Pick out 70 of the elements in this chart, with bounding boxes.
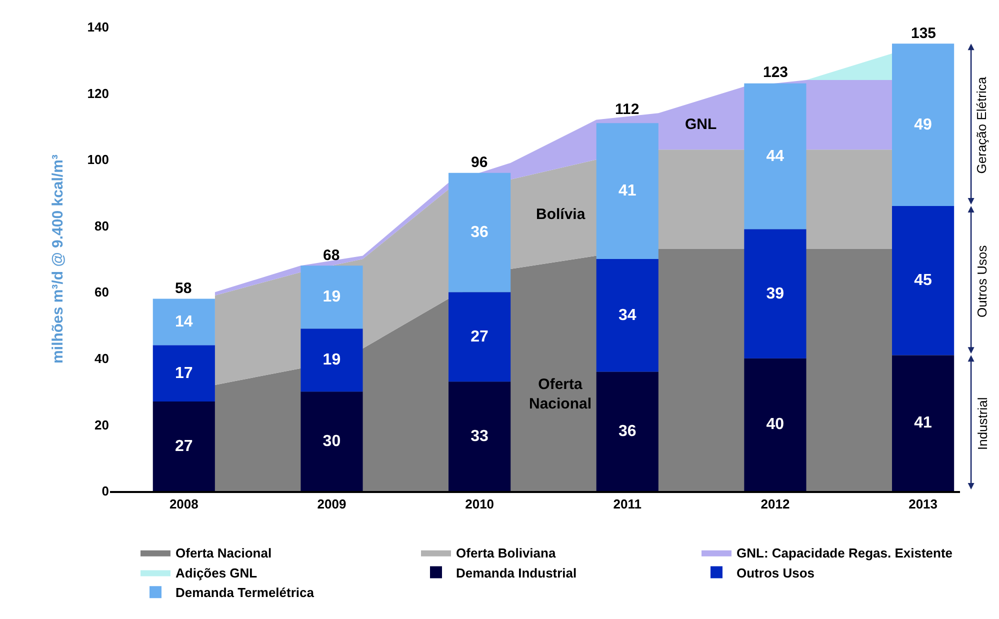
x-tick-label: 2008 [169,496,198,512]
bar [448,292,511,382]
y-tick-label: 140 [87,20,109,35]
data-label: 44 [766,148,784,165]
data-label: 36 [470,224,489,241]
legend-label: Demanda Industrial [456,565,577,580]
x-tick-label: 2013 [908,496,938,512]
annotation: GNL [685,116,717,133]
bar [744,358,806,491]
bar [152,402,215,491]
data-label: 14 [174,313,193,330]
annotation: 96 [471,154,488,171]
text: Geração Elétrica [974,76,990,174]
data-label: 45 [914,272,932,290]
bar [448,382,511,491]
data-label: 19 [322,288,341,306]
y-tick-label: 80 [94,218,109,234]
data-label: 39 [766,285,784,302]
data-label: 41 [618,182,636,200]
bar [596,372,658,491]
legend-label: GNL: Capacidade Regas. Existente [736,545,953,560]
data-label: 17 [174,364,193,382]
text: Outros Usos [974,244,990,318]
bar [300,266,363,329]
data-label: 27 [174,438,193,455]
bar [596,259,658,372]
legend-label: Oferta Boliviana [456,545,556,560]
annotation: 58 [175,280,192,297]
annotation: Oferta Nacional [529,376,592,412]
data-label: 49 [914,116,932,134]
bar [300,392,363,491]
x-tick-label: 2012 [760,496,790,512]
bar [892,44,954,206]
y-tick-label: 120 [87,86,109,101]
data-label: 27 [470,328,489,346]
bar [448,172,511,292]
legend-label: Adições GNL [176,565,258,580]
data-label: 36 [618,422,636,440]
bar [892,206,954,356]
bar [300,328,363,392]
y-tick-label: 40 [94,350,109,366]
legend-label: Demanda Termelétrica [176,585,315,600]
legend-label: Outros Usos [736,565,815,580]
bar [892,355,954,491]
data-label: 40 [766,416,784,434]
x-tick-label: 2010 [465,496,494,512]
bar [596,123,658,259]
annotation: 135 [911,25,936,42]
y-axis-title: milhões m³/d @ 9.400 kcal/m³ [50,154,67,364]
data-label: 33 [470,428,489,445]
legend-label: Oferta Nacional [176,545,272,560]
x-tick-label: 2009 [317,496,346,512]
bar [744,83,806,230]
bar [152,345,215,402]
data-label: 19 [322,352,341,369]
annotation: 68 [323,247,340,264]
bar [744,229,806,358]
y-tick-label: 20 [94,417,109,432]
x-tick-label: 2011 [613,496,642,512]
bar [152,298,215,346]
y-tick-label: 0 [102,484,109,499]
data-label: 41 [914,414,932,432]
annotation: Bolívia [536,206,586,223]
data-label: 30 [322,432,341,450]
data-label: 34 [618,306,636,324]
annotation: 112 [615,101,640,118]
annotation: 123 [763,64,788,81]
y-tick-label: 60 [94,284,109,300]
y-tick-label: 100 [87,152,109,168]
text: Industrial [974,397,990,450]
